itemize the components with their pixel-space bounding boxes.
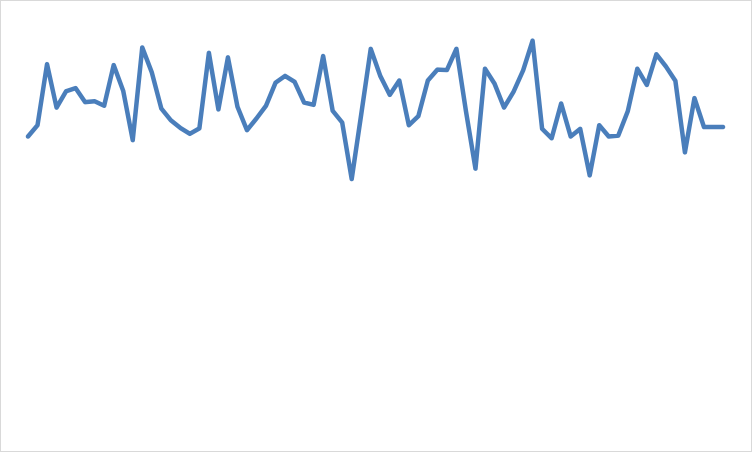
data-point bbox=[654, 52, 658, 56]
data-point bbox=[664, 64, 668, 68]
data-point bbox=[197, 126, 201, 130]
data-point bbox=[150, 70, 154, 74]
data-point bbox=[102, 104, 106, 108]
data-point bbox=[702, 125, 706, 129]
data-point bbox=[483, 67, 487, 71]
data-point bbox=[283, 74, 287, 78]
data-point bbox=[426, 78, 430, 82]
data-point bbox=[635, 67, 639, 71]
data-point bbox=[74, 86, 78, 90]
data-point bbox=[131, 138, 135, 142]
data-point bbox=[445, 68, 449, 72]
data-point bbox=[235, 105, 239, 109]
data-point bbox=[683, 150, 687, 154]
data-point bbox=[302, 101, 306, 105]
data-point bbox=[540, 127, 544, 131]
data-point bbox=[435, 68, 439, 72]
data-point bbox=[350, 177, 354, 181]
data-point bbox=[626, 109, 630, 113]
data-point bbox=[369, 47, 373, 51]
data-point bbox=[36, 123, 40, 127]
data-point bbox=[312, 103, 316, 107]
data-point bbox=[531, 39, 535, 43]
data-point bbox=[264, 104, 268, 108]
data-point bbox=[159, 106, 163, 110]
data-point bbox=[26, 135, 30, 139]
data-point bbox=[169, 118, 173, 122]
data-point bbox=[493, 82, 497, 86]
data-point bbox=[569, 135, 573, 139]
data-point bbox=[293, 80, 297, 84]
data-point bbox=[340, 120, 344, 124]
data-point bbox=[207, 51, 211, 55]
data-point bbox=[388, 93, 392, 97]
data-point bbox=[512, 90, 516, 94]
data-point bbox=[502, 106, 506, 110]
data-point bbox=[607, 135, 611, 139]
data-point bbox=[55, 106, 59, 110]
data-point bbox=[692, 96, 696, 100]
data-point bbox=[521, 69, 525, 73]
data-point bbox=[178, 126, 182, 130]
data-point bbox=[454, 47, 458, 51]
data-point bbox=[721, 125, 725, 129]
data-point bbox=[45, 62, 49, 66]
data-point bbox=[407, 123, 411, 127]
data-point bbox=[645, 83, 649, 87]
data-point bbox=[254, 116, 258, 120]
data-point bbox=[416, 114, 420, 118]
data-point bbox=[397, 78, 401, 82]
data-point bbox=[64, 89, 68, 93]
series-line-1 bbox=[25, 38, 726, 182]
data-point bbox=[673, 79, 677, 83]
data-point bbox=[616, 134, 620, 138]
data-point bbox=[559, 102, 563, 106]
data-point bbox=[578, 127, 582, 131]
data-point bbox=[378, 74, 382, 78]
data-point bbox=[245, 128, 249, 132]
data-point bbox=[112, 63, 116, 67]
data-point bbox=[226, 55, 230, 59]
plot-area bbox=[25, 38, 726, 182]
data-point bbox=[274, 81, 278, 85]
data-point bbox=[550, 136, 554, 140]
data-point bbox=[216, 107, 220, 111]
data-point bbox=[331, 109, 335, 113]
data-point bbox=[321, 54, 325, 58]
data-point bbox=[464, 109, 468, 113]
data-point bbox=[121, 89, 125, 93]
data-point bbox=[597, 123, 601, 127]
data-point bbox=[140, 45, 144, 49]
data-point bbox=[93, 99, 97, 103]
data-point bbox=[473, 167, 477, 171]
data-point bbox=[188, 132, 192, 136]
data-point bbox=[588, 173, 592, 177]
data-point bbox=[711, 125, 715, 129]
data-point bbox=[83, 100, 87, 104]
data-point bbox=[359, 112, 363, 116]
